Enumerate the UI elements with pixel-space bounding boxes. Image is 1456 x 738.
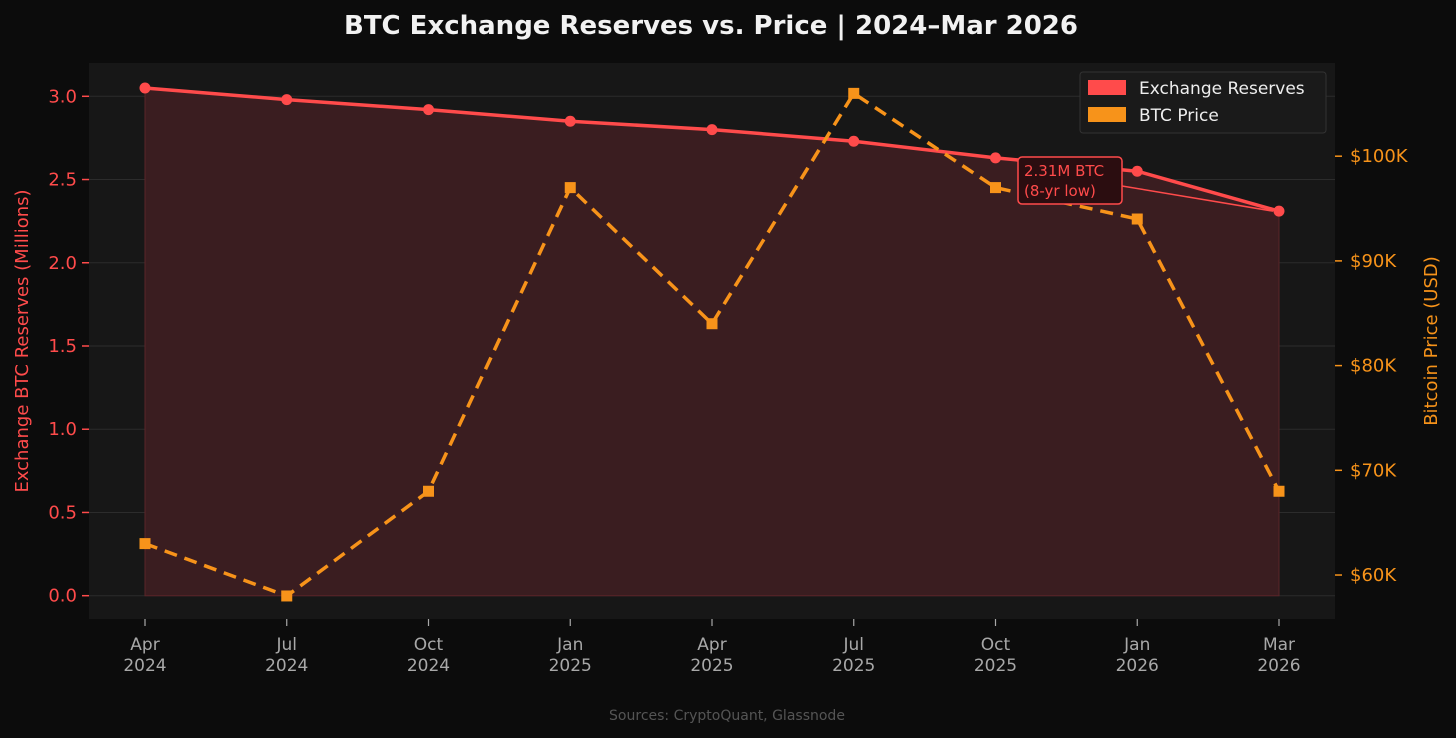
left-tick-label: 2.0	[48, 253, 77, 274]
x-tick-label-year: 2024	[407, 656, 450, 676]
reserves-point	[1131, 165, 1143, 177]
source-note: Sources: CryptoQuant, Glassnode	[609, 708, 845, 724]
x-tick-label-month: Jan	[1123, 635, 1150, 655]
legend-swatch-price	[1088, 107, 1126, 122]
reserves-point	[990, 152, 1001, 164]
left-tick-label: 1.5	[48, 336, 77, 357]
price-point	[139, 538, 151, 550]
chart-title: BTC Exchange Reserves vs. Price | 2024–M…	[344, 11, 1078, 41]
annotation-line-1: 2.31M BTC	[1024, 162, 1104, 180]
price-point	[706, 318, 718, 330]
left-tick-label: 2.5	[48, 170, 77, 191]
x-tick-label-year: 2025	[549, 656, 592, 676]
price-point	[564, 182, 576, 194]
reserves-point	[281, 94, 293, 106]
x-tick-label-month: Jul	[842, 635, 864, 655]
legend-swatch-reserves	[1088, 80, 1126, 95]
right-tick-label: $90K	[1350, 251, 1397, 272]
x-tick-label-year: 2026	[1116, 656, 1159, 676]
right-tick-label: $100K	[1350, 146, 1409, 167]
reserves-point	[564, 115, 576, 127]
x-tick-label-year: 2025	[690, 656, 733, 676]
x-tick-label-year: 2024	[123, 656, 166, 676]
x-tick-label-year: 2025	[974, 656, 1017, 676]
x-tick-label-month: Jul	[275, 635, 297, 655]
reserves-point	[1273, 205, 1285, 217]
right-axis-label: Bitcoin Price (USD)	[1421, 256, 1442, 426]
x-tick-label-month: Apr	[130, 635, 159, 655]
annotation-box	[1017, 156, 1123, 205]
legend: Exchange Reserves BTC Price	[1079, 71, 1327, 134]
legend-box	[1079, 71, 1327, 134]
price-point	[423, 485, 434, 497]
left-axis: 0.0 0.5 1.0 1.5 2.0 2.5 3.0	[48, 86, 89, 607]
x-axis: Apr2024Jul2024Oct2024Jan2025Apr2025Jul20…	[123, 619, 1301, 676]
left-axis-label: Exchange BTC Reserves (Millions)	[12, 189, 33, 492]
left-tick-label: 0.0	[48, 586, 77, 607]
x-tick-label-year: 2025	[832, 656, 875, 676]
right-tick-label: $60K	[1350, 565, 1397, 586]
x-tick-label-month: Mar	[1263, 635, 1295, 655]
left-tick-label: 1.0	[48, 419, 77, 440]
annotation-arrow	[1121, 185, 1274, 212]
annotation-line-2: (8-yr low)	[1024, 182, 1096, 200]
x-tick-label-year: 2026	[1257, 656, 1300, 676]
x-tick-label-month: Apr	[697, 635, 726, 655]
reserves-point	[423, 104, 434, 116]
price-point	[990, 182, 1001, 194]
price-point	[848, 87, 860, 99]
annotation: 2.31M BTC (8-yr low)	[1017, 156, 1274, 212]
x-tick-label-year: 2024	[265, 656, 308, 676]
legend-label-reserves: Exchange Reserves	[1139, 79, 1305, 99]
right-axis: $60K $70K $80K $90K $100K	[1335, 146, 1409, 586]
legend-label-price: BTC Price	[1139, 106, 1219, 126]
x-tick-label-month: Jan	[556, 635, 583, 655]
x-tick-label-month: Oct	[414, 635, 444, 655]
reserves-point	[848, 135, 860, 147]
reserves-point	[139, 82, 151, 94]
price-point	[1273, 485, 1285, 497]
left-tick-label: 0.5	[48, 502, 77, 523]
x-tick-label-month: Oct	[981, 635, 1011, 655]
price-series	[139, 87, 1285, 602]
price-line	[144, 91, 1281, 598]
reserves-point	[706, 124, 718, 136]
right-tick-label: $80K	[1350, 356, 1397, 377]
price-point	[1131, 213, 1143, 225]
left-tick-label: 3.0	[48, 86, 77, 107]
right-tick-label: $70K	[1350, 460, 1397, 481]
price-point	[281, 590, 293, 602]
